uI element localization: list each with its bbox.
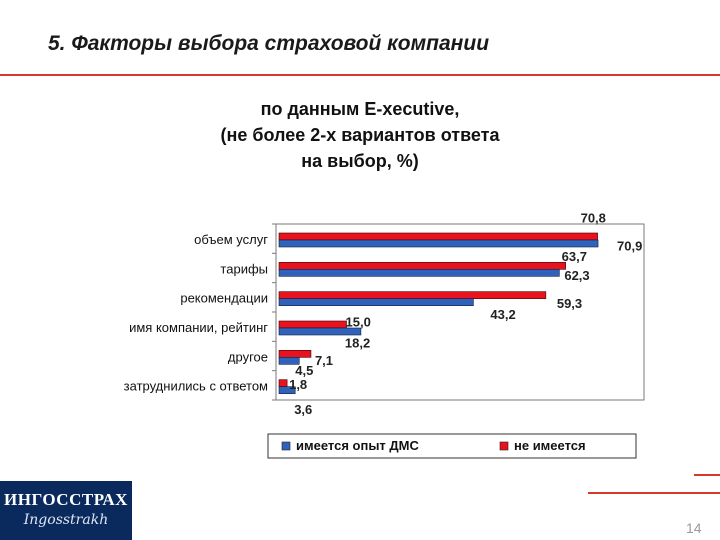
page-number: 14: [686, 520, 702, 536]
legend-label: не имеется: [514, 438, 586, 453]
bar-no-dms: [278, 291, 547, 299]
title-divider: [0, 74, 720, 76]
bar-has-dms: [278, 357, 300, 365]
decorative-line-bottom: [588, 492, 720, 494]
bar-no-dms: [278, 320, 347, 329]
chart-title-line-1: по данным E-xecutive,: [260, 99, 460, 119]
bar-has-dms: [278, 327, 362, 336]
data-label-no-dms: 63,7: [562, 249, 587, 264]
category-label: другое: [228, 349, 268, 364]
chart-title: по данным E-xecutive, (не более 2-х вари…: [160, 96, 560, 174]
data-label-has-dms: 4,5: [295, 363, 313, 378]
data-label-has-dms: 43,2: [490, 307, 515, 322]
chart-title-line-2: (не более 2-х вариантов ответа: [220, 125, 500, 145]
data-label-has-dms: 3,6: [294, 402, 312, 417]
data-label-has-dms: 62,3: [564, 268, 589, 283]
bar-no-dms: [278, 350, 312, 358]
plot-area: [275, 223, 645, 401]
bar-no-dms: [278, 262, 566, 270]
data-label-no-dms: 59,3: [557, 296, 582, 311]
data-label-has-dms: 18,2: [345, 336, 370, 351]
legend-box: [267, 433, 637, 459]
category-label: тарифы: [220, 261, 268, 276]
bar-has-dms: [278, 386, 296, 394]
bar-has-dms: [278, 269, 560, 277]
bar-no-dms: [278, 232, 598, 241]
decorative-line-top: [694, 474, 720, 476]
data-label-no-dms: 7,1: [315, 353, 333, 368]
bar-has-dms: [278, 239, 599, 248]
data-label-no-dms: 1,8: [289, 377, 307, 392]
slide-title: 5. Факторы выбора страховой компании: [48, 32, 490, 55]
category-label: рекомендации: [180, 291, 268, 306]
data-label-has-dms: 70,9: [617, 239, 642, 254]
legend-label: имеется опыт ДМС: [296, 438, 419, 453]
category-label: объем услуг: [194, 232, 268, 247]
bar-no-dms: [278, 379, 288, 387]
logo-signature-text: Ingosstrakh: [23, 512, 109, 528]
data-label-no-dms: 70,8: [581, 211, 606, 226]
category-label: имя компании, рейтинг: [129, 320, 268, 335]
legend-swatch: [281, 441, 291, 451]
company-logo: ИНГОССТРАХ Ingosstrakh: [0, 481, 132, 540]
data-label-no-dms: 15,0: [346, 315, 371, 330]
bar-has-dms: [278, 298, 474, 306]
logo-main-text: ИНГОССТРАХ: [4, 490, 128, 509]
category-label: затруднились с ответом: [124, 379, 268, 394]
legend-swatch: [499, 441, 509, 451]
chart-title-line-3: на выбор, %): [301, 151, 419, 171]
